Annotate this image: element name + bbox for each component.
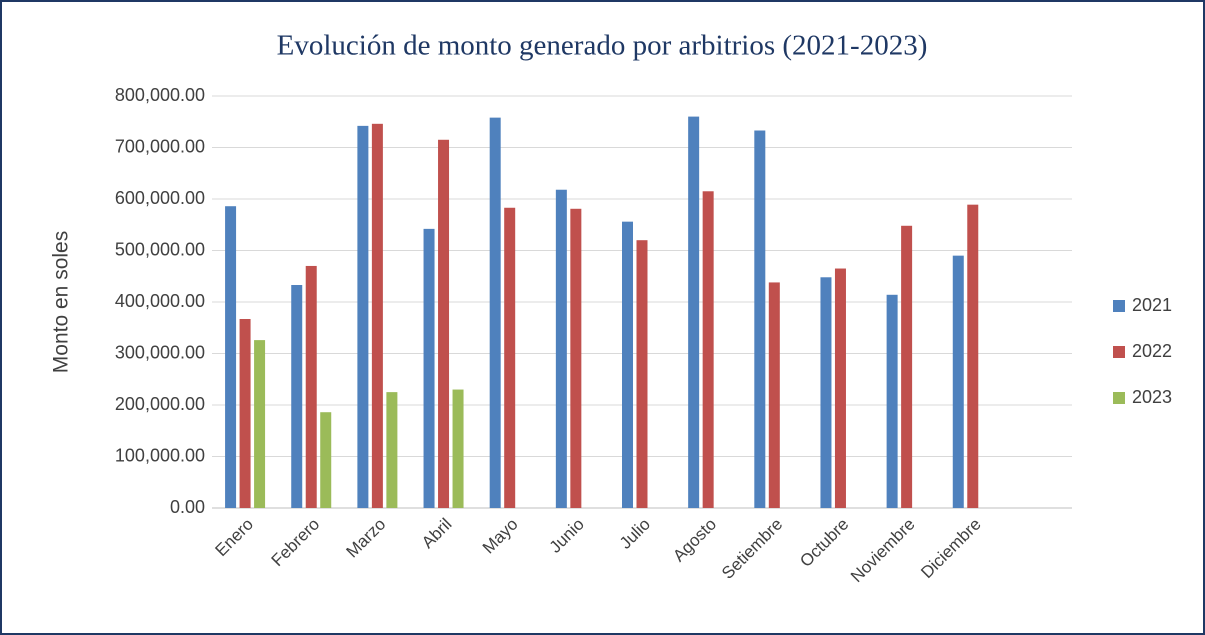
bar bbox=[371, 123, 383, 508]
chart-title: Evolución de monto generado por arbitrio… bbox=[277, 30, 928, 62]
y-tick-label: 500,000.00 bbox=[115, 239, 205, 259]
y-tick-label: 400,000.00 bbox=[115, 291, 205, 311]
legend-label: 2021 bbox=[1132, 295, 1172, 315]
bar bbox=[423, 228, 435, 508]
bar bbox=[291, 285, 303, 508]
bar bbox=[967, 204, 979, 509]
bar bbox=[504, 207, 516, 508]
y-axis-label: Monto en soles bbox=[50, 231, 73, 373]
bar bbox=[688, 116, 700, 508]
legend-swatch bbox=[1113, 392, 1125, 404]
legend-label: 2023 bbox=[1132, 387, 1172, 407]
y-tick-label: 800,000.00 bbox=[115, 85, 205, 105]
bar bbox=[357, 125, 369, 509]
y-tick-label: 700,000.00 bbox=[115, 136, 205, 156]
y-tick-label: 300,000.00 bbox=[115, 342, 205, 362]
bar bbox=[320, 412, 332, 508]
bar bbox=[570, 208, 582, 508]
bar bbox=[636, 240, 648, 508]
y-tick-label: 600,000.00 bbox=[115, 188, 205, 208]
bar bbox=[489, 117, 501, 508]
y-tick-label: 100,000.00 bbox=[115, 445, 205, 465]
bar bbox=[386, 392, 398, 508]
bar bbox=[768, 282, 780, 508]
bar bbox=[555, 189, 567, 509]
legend-swatch bbox=[1113, 300, 1125, 312]
legend-swatch bbox=[1113, 346, 1125, 358]
bar bbox=[622, 221, 633, 508]
bar bbox=[886, 294, 898, 508]
bar bbox=[754, 130, 766, 508]
bar bbox=[452, 389, 464, 508]
legend-label: 2022 bbox=[1132, 341, 1172, 361]
y-tick-label: 200,000.00 bbox=[115, 394, 205, 414]
bar bbox=[952, 255, 964, 508]
y-tick-label: 0.00 bbox=[170, 497, 205, 517]
bar bbox=[820, 277, 832, 508]
bar bbox=[901, 225, 913, 508]
bar bbox=[254, 340, 266, 508]
bar bbox=[239, 318, 251, 508]
bar bbox=[702, 191, 714, 508]
bar bbox=[834, 268, 846, 508]
bar bbox=[438, 139, 450, 508]
bar bbox=[225, 206, 237, 508]
bar bbox=[305, 265, 317, 508]
